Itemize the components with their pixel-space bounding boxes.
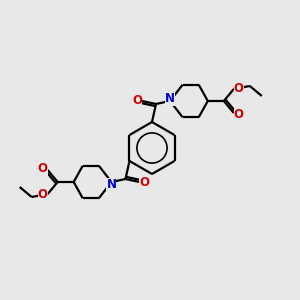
Text: O: O <box>132 94 142 107</box>
Text: O: O <box>234 107 244 121</box>
Text: O: O <box>234 82 244 94</box>
Text: N: N <box>165 92 175 106</box>
Text: O: O <box>140 176 149 188</box>
Text: O: O <box>38 163 48 176</box>
Text: N: N <box>106 178 116 190</box>
Text: O: O <box>38 188 48 202</box>
